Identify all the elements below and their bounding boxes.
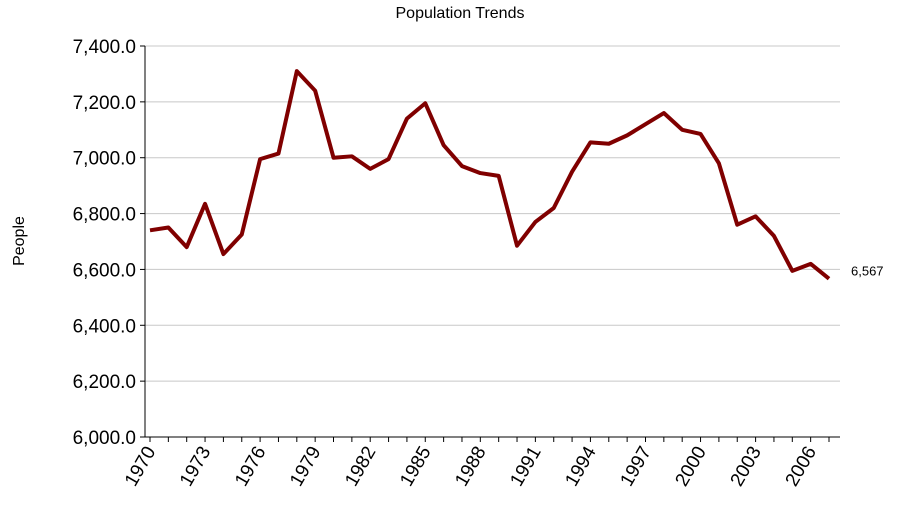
y-tick-label: 6,400.0 <box>73 316 136 337</box>
x-tick-label: 1991 <box>506 443 545 490</box>
x-tick-label: 1988 <box>451 443 490 490</box>
x-tick-label: 1979 <box>286 443 325 490</box>
x-tick-label: 1997 <box>616 443 655 490</box>
x-tick-label: 2006 <box>782 443 821 490</box>
y-tick-label: 6,800.0 <box>73 205 136 226</box>
x-tick-label: 1976 <box>231 443 270 490</box>
data-label: 6,567 <box>851 264 884 279</box>
x-tick-label: 1985 <box>396 443 435 490</box>
y-tick-label: 7,400.0 <box>73 37 136 58</box>
y-tick-label: 7,000.0 <box>73 149 136 170</box>
y-tick-label: 6,200.0 <box>73 372 136 393</box>
x-tick-label: 2000 <box>672 443 711 490</box>
chart-title: Population Trends <box>396 5 525 22</box>
y-tick-label: 7,200.0 <box>73 93 136 114</box>
y-tick-label: 6,600.0 <box>73 260 136 281</box>
y-axis-label: People <box>11 216 28 266</box>
x-tick-label: 1973 <box>176 443 215 490</box>
x-tick-label: 2003 <box>727 443 766 490</box>
y-tick-label: 6,000.0 <box>73 428 136 449</box>
x-tick-label: 1994 <box>561 443 601 490</box>
x-tick-label: 1970 <box>121 443 160 490</box>
x-tick-label: 1982 <box>341 443 380 490</box>
data-line <box>149 69 831 281</box>
